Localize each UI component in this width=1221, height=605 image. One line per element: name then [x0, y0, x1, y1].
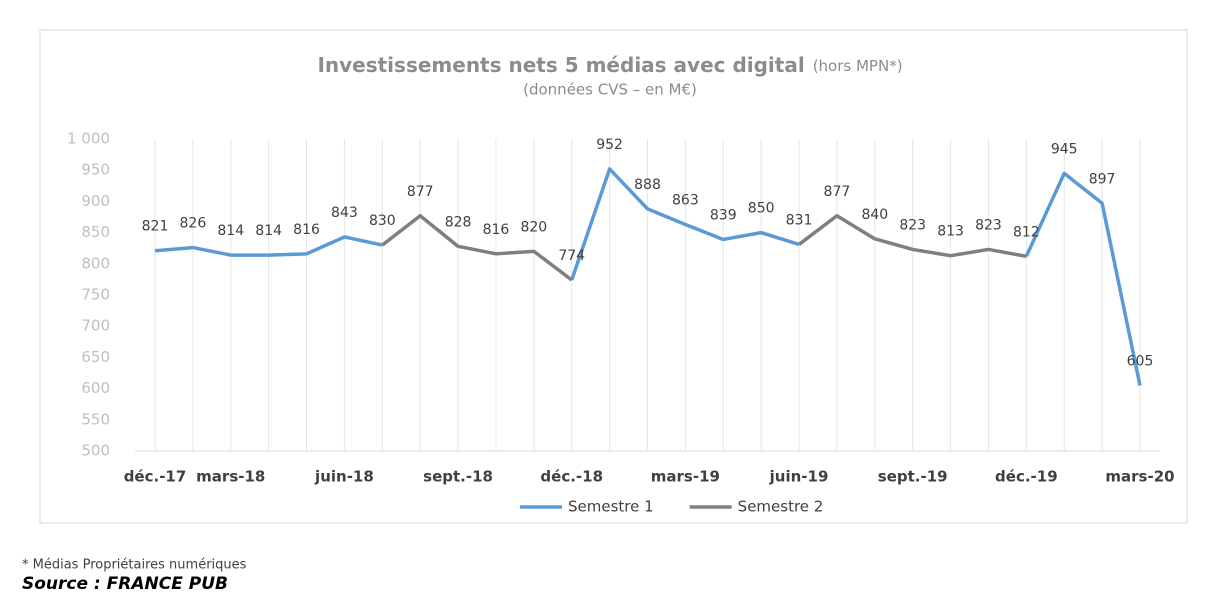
y-tick-label: 650	[81, 348, 110, 366]
y-tick-label: 850	[81, 223, 110, 241]
data-label: 816	[293, 222, 320, 238]
legend-label: Semestre 2	[738, 498, 824, 516]
chart-frame	[39, 29, 1188, 524]
data-label: 843	[331, 205, 358, 221]
data-label: 813	[937, 224, 964, 240]
chart-subtitle: (données CVS – en M€)	[523, 81, 697, 99]
data-label: 823	[899, 217, 926, 233]
data-label: 945	[1051, 141, 1078, 157]
x-tick-label: déc.-17	[124, 468, 187, 486]
y-tick-label: 950	[81, 161, 110, 179]
data-label: 823	[975, 217, 1002, 233]
data-label: 877	[407, 184, 434, 200]
title-main: Investissements nets 5 médias avec digit…	[317, 53, 804, 77]
y-tick-label: 1 000	[67, 130, 110, 148]
chart-title: Investissements nets 5 médias avec digit…	[317, 53, 902, 77]
y-tick-label: 900	[81, 192, 110, 210]
series-line	[154, 167, 1142, 386]
legend-label: Semestre 1	[568, 498, 654, 516]
data-label: 605	[1127, 353, 1154, 369]
x-tick-label: mars-19	[651, 468, 720, 486]
y-tick-label: 800	[81, 254, 110, 272]
x-tick-label: sept.-19	[878, 468, 948, 486]
data-label: 814	[217, 223, 244, 239]
data-label: 814	[255, 223, 282, 239]
x-tick-label: juin-19	[769, 468, 829, 486]
data-label: 863	[672, 192, 699, 208]
source: Source : FRANCE PUB	[22, 574, 228, 594]
data-label: 897	[1089, 171, 1116, 187]
data-label: 877	[824, 184, 851, 200]
y-tick-label: 550	[81, 410, 110, 428]
data-label: 831	[786, 212, 813, 228]
x-tick-label: mars-18	[196, 468, 265, 486]
series-line	[381, 214, 1027, 282]
data-label: 830	[369, 213, 396, 229]
x-tick-label: mars-20	[1105, 468, 1174, 486]
footnote: * Médias Propriétaires numériques	[22, 558, 247, 573]
data-label: 821	[142, 219, 169, 235]
data-label: 840	[861, 207, 888, 223]
data-label: 888	[634, 177, 661, 193]
x-tick-label: déc.-19	[995, 468, 1058, 486]
data-label: 816	[483, 222, 510, 238]
x-tick-label: sept.-18	[423, 468, 493, 486]
data-label: 812	[1013, 224, 1040, 240]
y-tick-label: 500	[81, 442, 110, 460]
x-tick-label: juin-18	[314, 468, 374, 486]
data-label: 820	[520, 219, 547, 235]
data-label: 839	[710, 207, 737, 223]
data-label: 850	[748, 201, 775, 217]
data-label: 828	[445, 214, 472, 230]
y-tick-label: 750	[81, 286, 110, 304]
y-tick-label: 600	[81, 379, 110, 397]
data-label: 826	[180, 216, 207, 232]
x-tick-label: déc.-18	[540, 468, 603, 486]
title-note: (hors MPN*)	[813, 57, 903, 75]
y-tick-label: 700	[81, 317, 110, 335]
data-label: 774	[558, 248, 585, 264]
data-label: 952	[596, 137, 623, 153]
